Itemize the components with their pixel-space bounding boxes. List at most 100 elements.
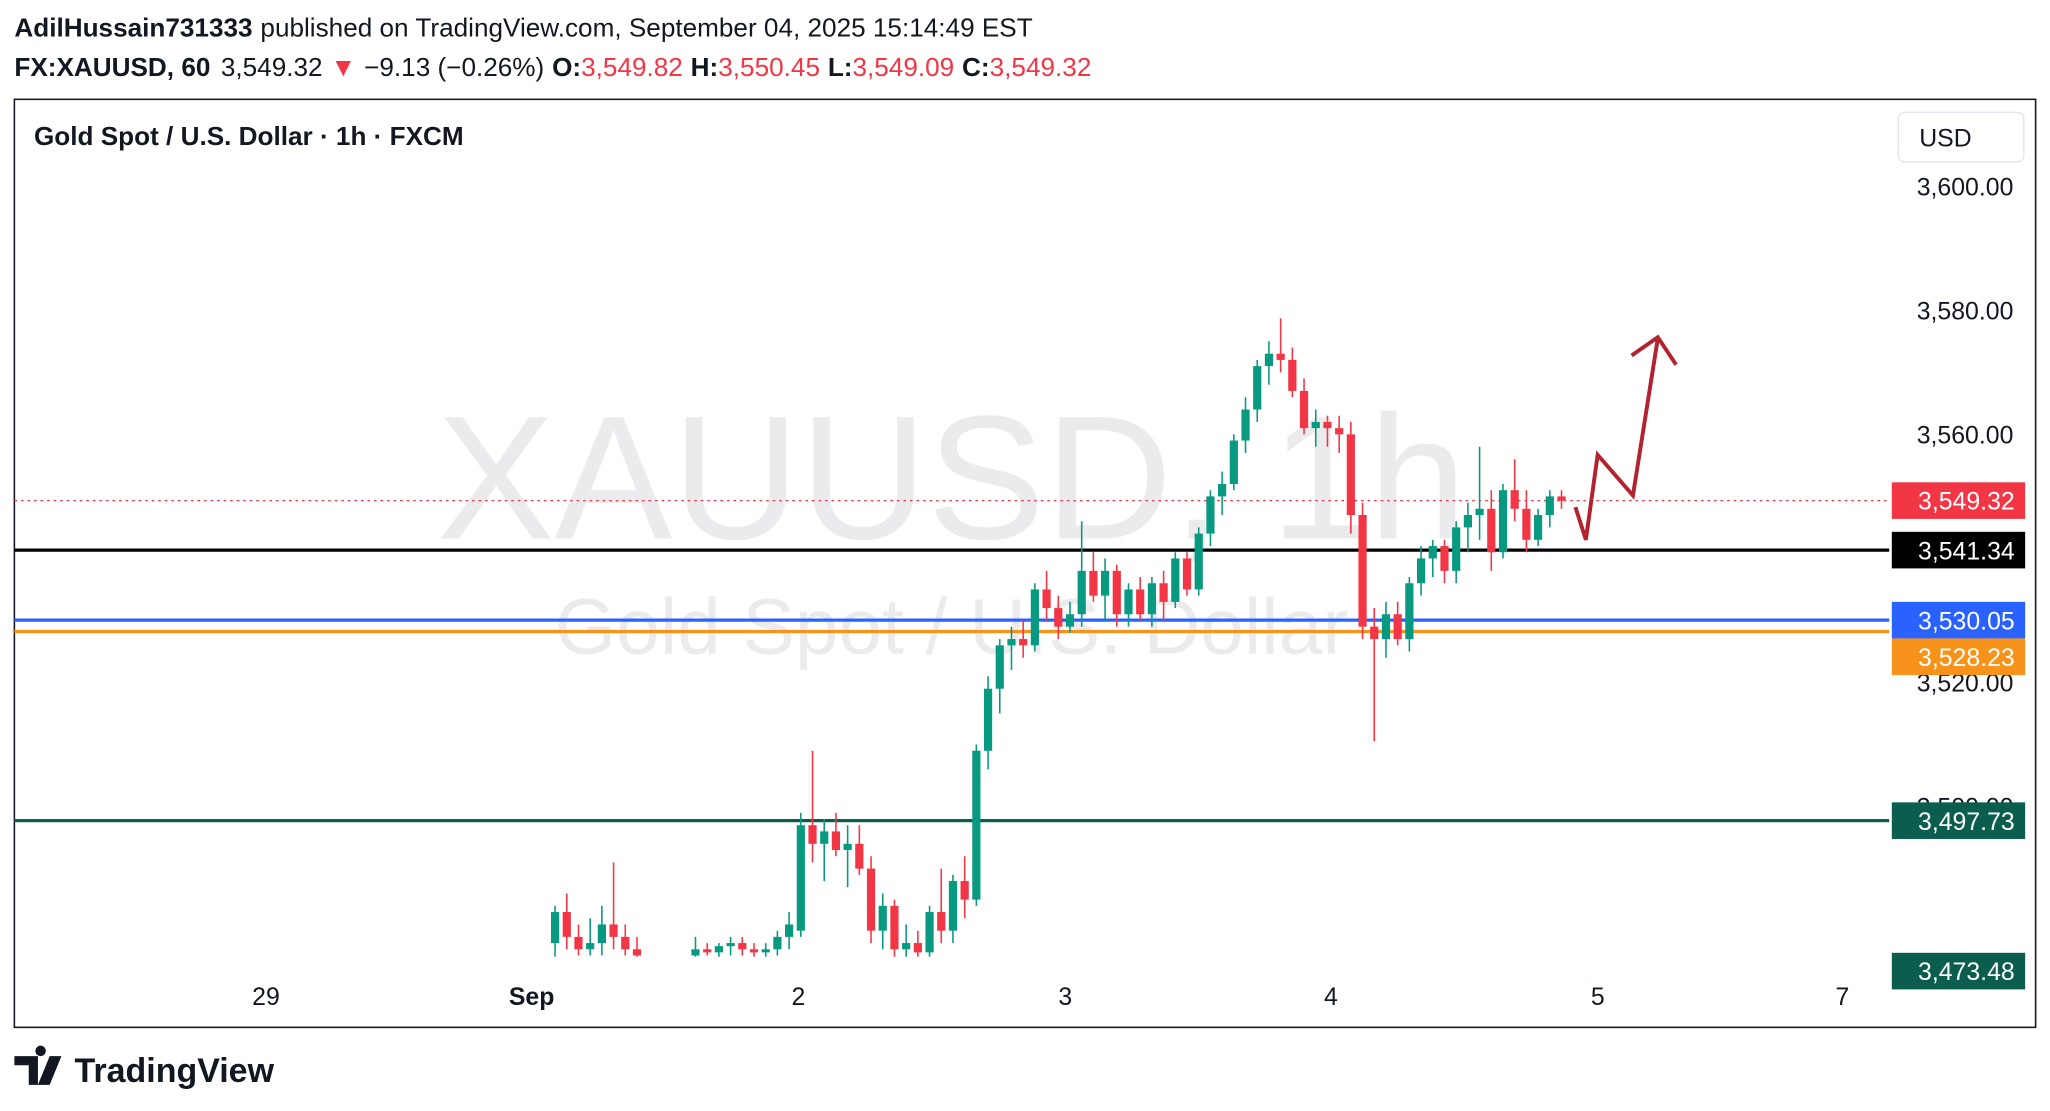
- candle-body: [972, 750, 981, 900]
- ohlc-key: C:: [962, 52, 990, 82]
- candle-body: [1475, 508, 1484, 515]
- candle-body: [913, 943, 922, 953]
- price-labels: 3,549.32 3,541.34 3,530.05 3,528.23 3,497.73…: [1891, 482, 2026, 990]
- candle-body: [726, 943, 735, 947]
- candle-body: [1264, 353, 1274, 367]
- candle-body: [855, 843, 864, 869]
- x-tick-label: 2: [792, 984, 806, 1011]
- candle-body: [808, 825, 817, 844]
- candle-body: [550, 912, 560, 944]
- candle-body: [1136, 589, 1145, 615]
- y-tick-label: 3,580.00: [1917, 298, 2014, 325]
- level-label: 3,541.34: [1918, 538, 2015, 565]
- watermark-symbol: XAUUSD, 1h: [437, 380, 1467, 577]
- candle-body: [586, 943, 595, 950]
- candle-body: [1112, 570, 1121, 615]
- candle-body: [1545, 496, 1554, 515]
- candle-body: [948, 881, 958, 931]
- x-tick-label: 3: [1058, 984, 1072, 1011]
- candle-body: [1487, 508, 1496, 553]
- candle-body: [1557, 496, 1566, 501]
- axes: 3,500.003,520.003,560.003,580.003,600.00…: [252, 174, 2013, 1011]
- header-line-2: FX:XAUUSD, 60 3,549.32 ▼ −9.13 (−0.26%) O:3,…: [14, 52, 1091, 82]
- candle-body: [1042, 589, 1051, 609]
- level-label-box: [1891, 601, 2026, 639]
- candle-body: [1206, 496, 1215, 534]
- candle-body: [1428, 546, 1437, 559]
- candle-body: [843, 843, 852, 851]
- candle-body: [1416, 558, 1426, 584]
- candle-body: [1452, 527, 1461, 571]
- candles: [550, 318, 1566, 957]
- ohlc-value: 3,550.45: [718, 52, 820, 82]
- header-line-1: AdilHussain731333 published on TradingVie…: [14, 13, 1032, 43]
- candle-body: [1030, 589, 1039, 646]
- logo-text: TradingView: [75, 1052, 275, 1090]
- candle-body: [574, 936, 583, 950]
- candle-body: [1311, 421, 1320, 429]
- candle-body: [1147, 583, 1157, 615]
- currency-box[interactable]: [1897, 111, 2025, 163]
- candle-body: [1054, 608, 1063, 627]
- ohlc-key: H:: [691, 52, 719, 82]
- logo: TradingView: [14, 1045, 275, 1090]
- candle-body: [1335, 428, 1344, 435]
- level-label-box: [1891, 482, 2026, 519]
- candle-body: [1381, 614, 1391, 640]
- candle-body: [1534, 514, 1543, 540]
- y-tick-label: 3,560.00: [1917, 423, 2014, 450]
- chart-frame: [13, 98, 2037, 1029]
- candle-body: [1194, 533, 1203, 590]
- candle-body: [1182, 558, 1192, 590]
- candle-body: [1229, 440, 1238, 484]
- change-arrow: ▼: [330, 52, 356, 82]
- x-tick-label: 4: [1324, 984, 1338, 1011]
- candle-body: [866, 868, 876, 931]
- currency: USD: [1919, 125, 1971, 152]
- candle-body: [1159, 583, 1168, 602]
- candle-body: [1276, 353, 1285, 360]
- candle-body: [983, 688, 993, 751]
- level-label-box: [1891, 531, 2026, 569]
- candle-body: [703, 949, 712, 953]
- change: −9.13 (−0.26%): [364, 52, 544, 82]
- watermark-name: Gold Spot / U.S. Dollar: [555, 583, 1348, 671]
- x-tick-label: Sep: [509, 984, 555, 1011]
- published: published on TradingView.com, September …: [260, 13, 1032, 43]
- candle-body: [1065, 614, 1075, 627]
- level-label: 3,549.32: [1918, 489, 2015, 516]
- level-label-box: [1891, 952, 2026, 990]
- level-label: 3,497.73: [1918, 809, 2015, 836]
- candle-body: [632, 949, 642, 956]
- candle-body: [925, 912, 934, 953]
- candle-body: [1124, 589, 1133, 615]
- candle-body: [714, 946, 723, 953]
- candle-body: [820, 831, 829, 844]
- last-price: 3,549.32: [221, 52, 323, 82]
- symbol: FX:XAUUSD, 60: [14, 52, 210, 82]
- candle-body: [785, 924, 794, 937]
- candle-body: [621, 936, 630, 950]
- level-label-box: [1891, 638, 2026, 676]
- chart-title: Gold Spot / U.S. Dollar · 1h · FXCM: [34, 121, 464, 151]
- y-tick-label: 3,520.00: [1917, 671, 2014, 698]
- candle-body: [1288, 359, 1297, 391]
- candle-body: [761, 949, 770, 953]
- candle-body: [1100, 570, 1110, 596]
- candle-body: [1299, 390, 1309, 429]
- candle-body: [1370, 626, 1379, 640]
- candle-body: [1323, 421, 1332, 429]
- x-tick-label: 5: [1591, 984, 1605, 1011]
- candle-body: [597, 924, 606, 944]
- candle-body: [902, 943, 911, 950]
- candle-body: [1241, 409, 1250, 441]
- candle-body: [1007, 639, 1016, 646]
- candle-body: [1089, 570, 1098, 596]
- candle-body: [1358, 514, 1367, 627]
- ohlc-key: L:: [828, 52, 853, 82]
- arrow-head: [1630, 334, 1678, 366]
- candle-body: [1019, 639, 1028, 646]
